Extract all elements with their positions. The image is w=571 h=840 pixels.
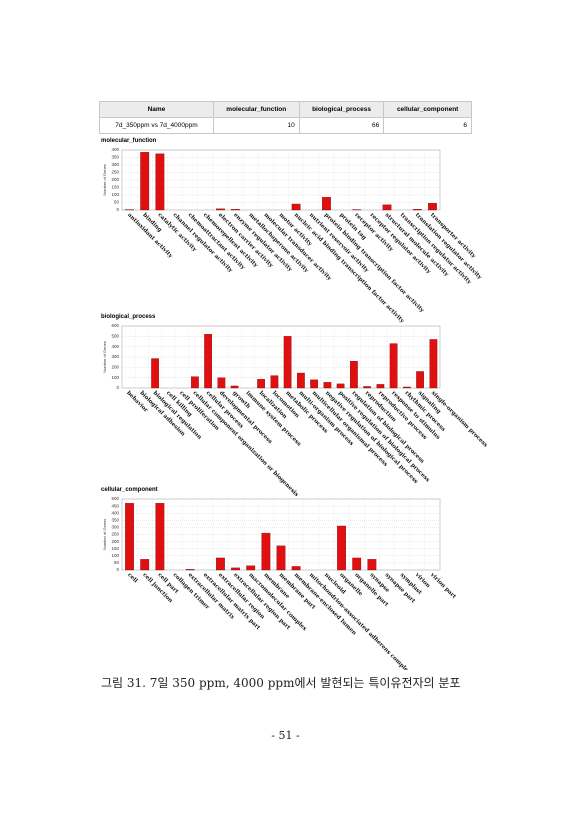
y-tick-label: 150 xyxy=(111,185,119,190)
chart-title: biological_process xyxy=(101,314,156,320)
bar xyxy=(403,386,411,389)
y-tick-label: 300 xyxy=(111,162,119,167)
bar xyxy=(297,372,305,389)
y-tick-label: 450 xyxy=(111,503,119,508)
bar xyxy=(416,371,424,389)
bar xyxy=(261,532,271,571)
y-axis-label: Number of Genes xyxy=(102,519,107,551)
bar xyxy=(352,557,362,571)
y-tick-label: 100 xyxy=(111,375,119,380)
bar xyxy=(257,379,265,389)
y-tick-label: 500 xyxy=(111,334,119,339)
bar xyxy=(428,203,437,211)
bar xyxy=(429,339,438,389)
bar xyxy=(185,569,195,571)
bar xyxy=(140,152,150,211)
y-tick-label: 600 xyxy=(111,323,119,328)
y-tick-label: 200 xyxy=(111,177,119,182)
bar xyxy=(291,566,301,571)
y-tick-label: 50 xyxy=(114,560,120,565)
bar xyxy=(337,525,346,571)
bar xyxy=(230,385,239,389)
y-tick-label: 200 xyxy=(111,539,119,544)
bar xyxy=(216,208,225,211)
bar xyxy=(155,153,165,211)
cell: 7d_350ppm vs 7d_4000ppm xyxy=(99,117,214,134)
bar xyxy=(412,209,422,211)
y-tick-label: 300 xyxy=(111,354,119,359)
y-tick-label: 300 xyxy=(111,525,119,530)
chart-title: cellular_component xyxy=(101,487,158,493)
bar xyxy=(310,379,318,389)
bar xyxy=(246,565,256,571)
bar xyxy=(191,376,199,389)
y-axis-label: Number of Genes xyxy=(102,341,107,373)
cell: 6 xyxy=(383,117,472,134)
bar xyxy=(291,203,301,211)
y-tick-label: 0 xyxy=(116,207,119,212)
bar xyxy=(389,343,398,389)
bar xyxy=(322,197,331,211)
bar xyxy=(283,336,292,389)
bar xyxy=(231,209,240,211)
bar xyxy=(216,557,225,571)
y-tick-label: 350 xyxy=(111,155,119,160)
y-axis-label: Number of Genes xyxy=(102,164,107,196)
bar xyxy=(367,559,377,571)
bar xyxy=(382,204,392,211)
y-tick-label: 400 xyxy=(111,510,119,515)
bar xyxy=(151,358,159,389)
x-tick-label: single-organism process xyxy=(430,390,488,448)
y-tick-label: 0 xyxy=(116,385,119,390)
x-tick-label: virion part xyxy=(428,571,457,600)
bar xyxy=(140,559,150,571)
bar xyxy=(204,334,212,389)
summary-table: Name molecular_function biological_proce… xyxy=(99,101,472,134)
x-tick-label: cell xyxy=(126,572,138,584)
bar xyxy=(125,503,134,571)
bar xyxy=(363,386,371,389)
bar xyxy=(270,375,279,389)
charts: molecular_function Number of Genes 0 50 100 1… xyxy=(101,138,488,670)
y-tick-label: 350 xyxy=(111,517,119,522)
bar xyxy=(336,383,345,389)
y-tick-label: 150 xyxy=(111,546,119,551)
header-cell: Name xyxy=(99,101,214,118)
data-row: 7d_350ppm vs 7d_4000ppm 10 66 6 xyxy=(99,117,472,134)
y-tick-label: 500 xyxy=(111,496,119,501)
bar xyxy=(276,545,286,571)
bar xyxy=(376,384,385,389)
header-cell: molecular_function xyxy=(212,101,300,118)
cell: 10 xyxy=(212,117,300,134)
y-tick-label: 100 xyxy=(111,553,119,558)
y-tick-label: 400 xyxy=(111,344,119,349)
figure-caption: 그림 31. 7일 350 ppm, 4000 ppm에서 발현되는 특이유전자… xyxy=(101,676,461,690)
y-tick-label: 200 xyxy=(111,365,119,370)
y-tick-label: 0 xyxy=(116,567,119,572)
y-tick-label: 250 xyxy=(111,532,119,537)
page-number: - 51 - xyxy=(271,729,300,742)
chart-title: molecular_function xyxy=(101,138,157,144)
y-tick-label: 250 xyxy=(111,170,119,175)
bar xyxy=(231,567,240,571)
y-tick-label: 400 xyxy=(111,147,119,152)
bar xyxy=(323,382,332,389)
y-tick-label: 50 xyxy=(114,200,120,205)
y-tick-label: 100 xyxy=(111,192,119,197)
bar xyxy=(155,503,165,571)
bar xyxy=(350,360,358,389)
bar xyxy=(217,377,226,389)
